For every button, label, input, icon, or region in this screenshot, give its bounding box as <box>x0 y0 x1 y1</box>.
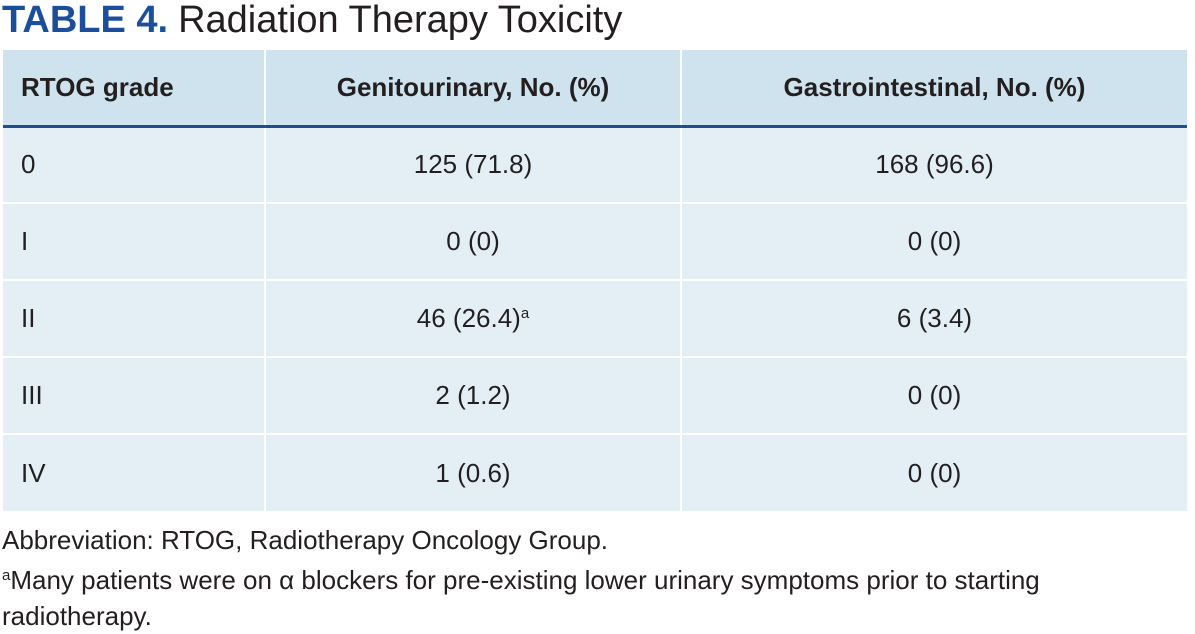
table-cell: I <box>3 202 265 280</box>
table-row: III 2 (1.2) 0 (0) <box>3 356 1187 434</box>
table-row: II 46 (26.4)a 6 (3.4) <box>3 279 1187 357</box>
table-cell: IV <box>3 433 265 511</box>
table-cell: III <box>3 356 265 434</box>
table-cell: 46 (26.4)a <box>264 279 681 357</box>
footnotes: Abbreviation: RTOG, Radiotherapy Oncolog… <box>2 522 1195 634</box>
table-cell: 1 (0.6) <box>264 433 681 511</box>
cell-text: 46 (26.4) <box>416 303 521 333</box>
title-text: Radiation Therapy Toxicity <box>178 0 623 41</box>
footnote-text: Abbreviation: RTOG, Radiotherapy Oncolog… <box>2 525 609 555</box>
table-body: 0 125 (71.8) 168 (96.6) I 0 (0) 0 (0) II 46 (26… <box>3 125 1187 511</box>
table-cell: 125 (71.8) <box>264 125 681 203</box>
table-cell: II <box>3 279 265 357</box>
table-title: TABLE 4. Radiation Therapy Toxicity <box>2 0 622 42</box>
table-cell: 0 (0) <box>264 202 681 280</box>
footnote: Abbreviation: RTOG, Radiotherapy Oncolog… <box>2 522 1195 558</box>
footnote-text: Many patients were on α blockers for pre… <box>2 565 1040 631</box>
footnote-mark: a <box>2 567 11 584</box>
table-cell: 0 (0) <box>680 433 1187 511</box>
header-row: RTOG grade Genitourinary, No. (%) Gastroin… <box>3 50 1187 128</box>
table-row: 0 125 (71.8) 168 (96.6) <box>3 125 1187 203</box>
table-cell: 2 (1.2) <box>264 356 681 434</box>
table-row: IV 1 (0.6) 0 (0) <box>3 433 1187 511</box>
table-cell: 168 (96.6) <box>680 125 1187 203</box>
table-cell: 0 (0) <box>680 356 1187 434</box>
column-header: RTOG grade <box>3 50 265 128</box>
column-header: Genitourinary, No. (%) <box>264 50 681 128</box>
column-header: Gastrointestinal, No. (%) <box>680 50 1187 128</box>
footnote-mark: a <box>520 305 530 322</box>
footnote: aMany patients were on α blockers for pr… <box>2 558 1195 634</box>
table-cell: 0 <box>3 125 265 203</box>
table-cell: 0 (0) <box>680 202 1187 280</box>
table-label: TABLE 4. <box>2 0 169 41</box>
table-cell: 6 (3.4) <box>680 279 1187 357</box>
toxicity-table: RTOG grade Genitourinary, No. (%) Gastroin… <box>3 50 1187 511</box>
